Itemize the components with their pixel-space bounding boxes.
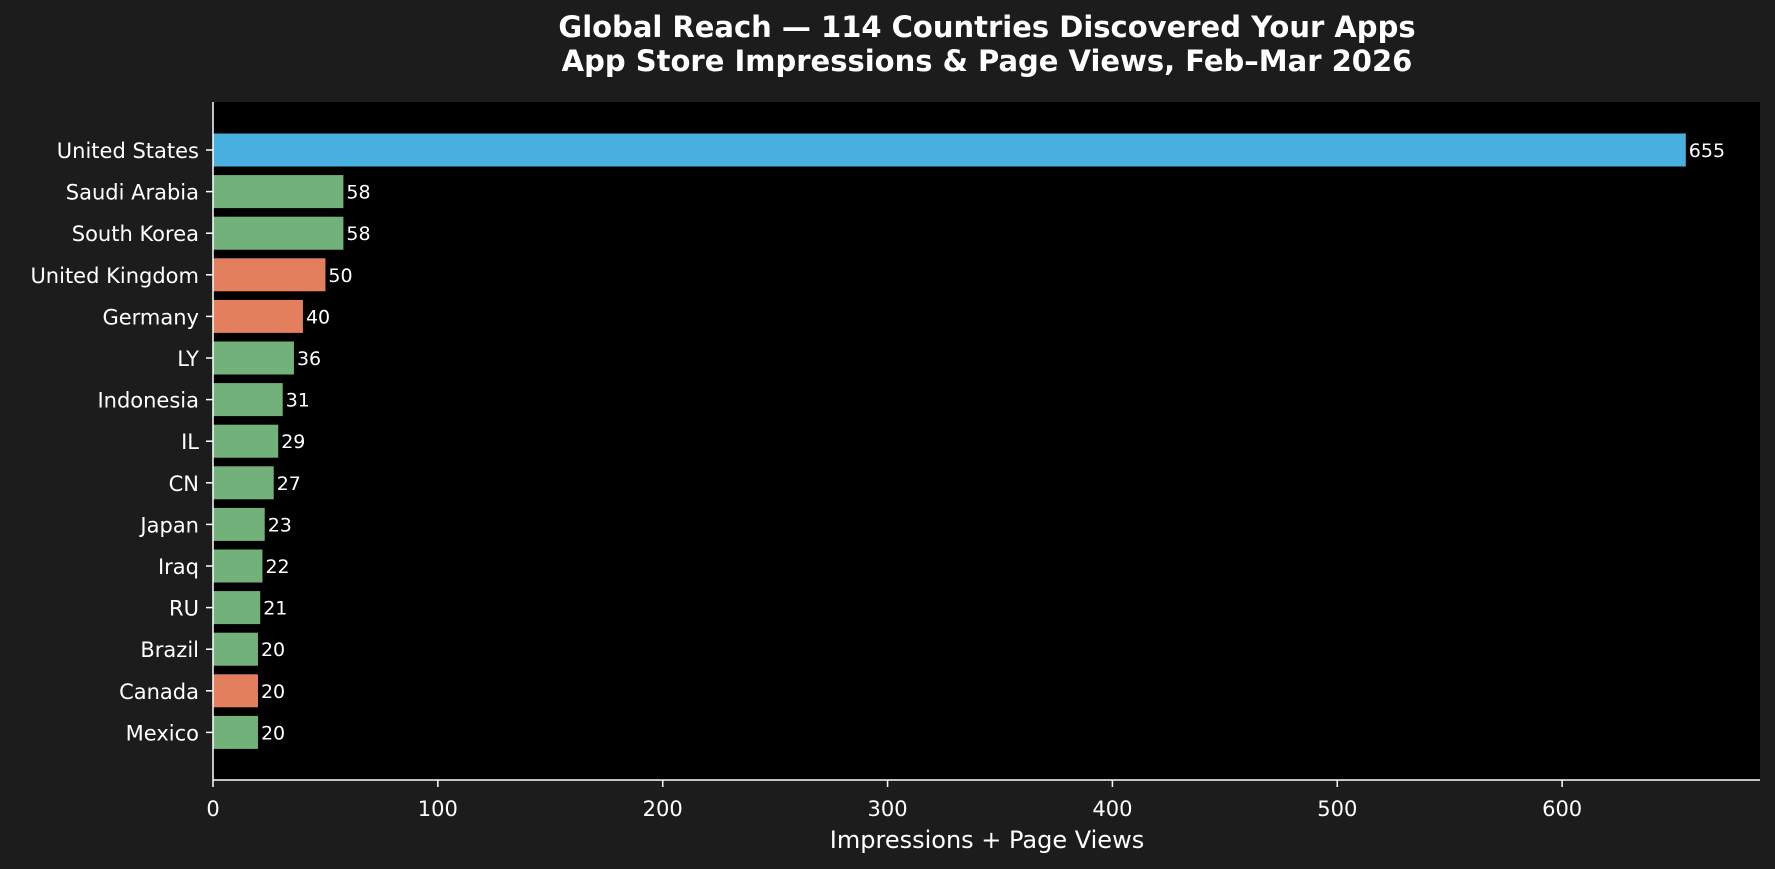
data-label: 27 [277,473,301,495]
bar [213,216,344,250]
data-label: 23 [268,514,292,536]
y-tick-label: Saudi Arabia [66,181,199,205]
y-tick-label: South Korea [72,222,199,246]
bars-layer [213,133,1686,749]
bar [213,175,344,209]
data-label: 58 [346,223,370,245]
data-label: 40 [306,306,330,328]
y-tick-label: IL [181,430,199,454]
bar [213,424,279,458]
data-label: 20 [261,681,285,703]
y-tick-label: CN [169,472,199,496]
y-tick-label: Canada [119,680,199,704]
data-label: 58 [346,182,370,204]
x-axis-title: Impressions + Page Views [830,826,1144,854]
y-tick-label: Japan [138,513,199,537]
y-tick-label: Iraq [158,555,199,579]
data-label: 29 [281,431,305,453]
bar [213,549,263,583]
y-tick-label: Indonesia [97,389,199,413]
bar [213,591,261,625]
bar [213,299,303,333]
bar [213,674,258,708]
x-tick-label: 200 [643,797,683,821]
data-label: 21 [263,598,287,620]
plot-area [213,102,1760,780]
bar [213,507,265,541]
bar [213,632,258,666]
data-label: 36 [297,348,321,370]
bar [213,341,294,375]
bar [213,133,1686,167]
value-labels: 655 58 58 50 40 36 31 29 27 23 22 21 20 20 20 [261,140,1725,744]
bar [213,715,258,749]
data-label: 20 [261,639,285,661]
y-tick-label: Brazil [140,638,199,662]
y-tick-label: LY [177,347,199,371]
data-label: 31 [286,390,310,412]
x-tick-label: 500 [1317,797,1357,821]
y-tick-label: Germany [102,305,199,329]
bar [213,258,326,292]
x-axis-ticks: 0 100 200 300 400 500 600 [206,780,1582,821]
y-tick-label: Mexico [126,721,199,745]
x-tick-label: 0 [206,797,219,821]
x-tick-label: 300 [868,797,908,821]
data-label: 50 [328,265,352,287]
x-tick-label: 100 [418,797,458,821]
bar [213,466,274,500]
data-label: 20 [261,722,285,744]
chart-title: Global Reach — 114 Countries Discovered … [558,10,1415,44]
category-labels: United States Saudi Arabia South Korea Unit… [30,139,213,745]
y-tick-label: RU [169,597,199,621]
x-tick-label: 400 [1092,797,1132,821]
data-label: 655 [1689,140,1725,162]
y-tick-label: United Kingdom [30,264,199,288]
bar [213,383,283,417]
x-tick-label: 600 [1542,797,1582,821]
chart-subtitle: App Store Impressions & Page Views, Feb–… [562,44,1413,78]
y-tick-label: United States [57,139,199,163]
data-label: 22 [265,556,289,578]
